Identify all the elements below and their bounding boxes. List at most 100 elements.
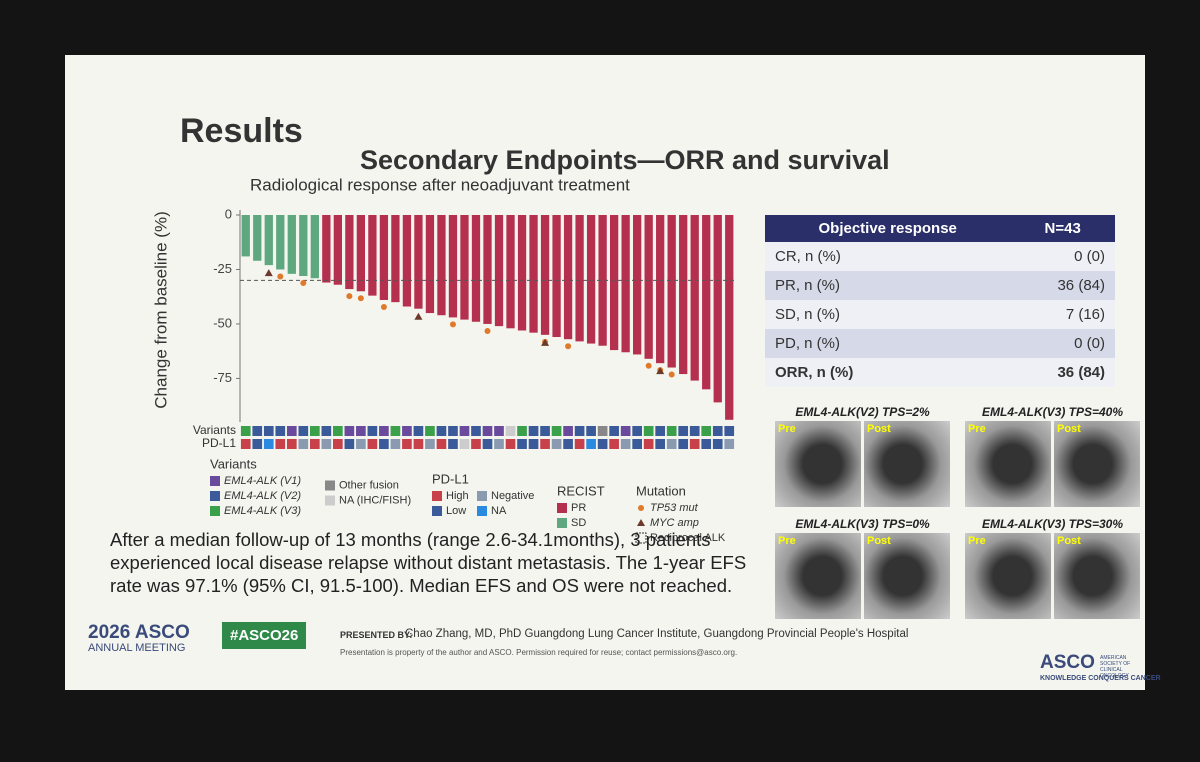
strip-cell [367, 426, 378, 436]
bar [310, 215, 319, 279]
strip-cell [609, 439, 619, 449]
bar [633, 215, 642, 355]
presented-by: PRESENTED BY: [340, 630, 413, 640]
strip-cell [413, 426, 424, 436]
strip-cell [643, 426, 654, 436]
table-row: ORR, n (%) 36 (84) [765, 358, 1115, 387]
bar [656, 215, 665, 364]
myc-marker [541, 338, 550, 346]
ct-panel: EML4-ALK(V3) TPS=30% Pre Post [965, 517, 1140, 622]
legend-label: EML4-ALK (V1) [224, 475, 301, 487]
strip-cell [517, 439, 527, 449]
table-cell: PR, n (%) [765, 271, 1011, 300]
tp53-marker [277, 273, 284, 280]
ct-panel: EML4-ALK(V3) TPS=40% Pre Post [965, 405, 1140, 510]
response-table: Objective response N=43 CR, n (%) 0 (0) PR, … [765, 215, 1115, 387]
strip-cell [620, 439, 631, 449]
legend-label: EML4-ALK (V3) [224, 505, 301, 517]
bar [253, 215, 262, 261]
strip-cell [505, 426, 516, 436]
bar [609, 215, 619, 351]
table-row: SD, n (%) 7 (16) [765, 300, 1115, 329]
legend-swatch [635, 532, 647, 544]
bar [713, 215, 722, 403]
strip-cell [632, 426, 642, 436]
table-box: Objective response N=43 CR, n (%) 0 (0) PR, … [765, 215, 1115, 387]
post-label: Post [867, 423, 891, 435]
bar [529, 215, 538, 333]
bar [702, 215, 711, 390]
chart-title: Radiological response after neoadjuvant … [250, 175, 630, 194]
table-cell: 0 (0) [1010, 329, 1115, 358]
summary: After a median follow-up of 13 months (r… [110, 529, 747, 596]
bar [494, 215, 504, 327]
bar [621, 215, 630, 353]
table-cell: 36 (84) [1010, 271, 1115, 300]
strip-cell [263, 426, 274, 436]
strip-cell [333, 439, 343, 449]
strip-cell [586, 426, 596, 436]
strip-cell [678, 439, 689, 449]
bar [287, 215, 296, 274]
strip-cell [494, 426, 504, 436]
logo: ASCO [1040, 652, 1095, 673]
tp53-marker [668, 371, 675, 378]
bar [448, 215, 458, 318]
ct-pre: Pre [965, 421, 1051, 507]
ct-panel: EML4-ALK(V3) TPS=0% Pre Post [775, 517, 950, 622]
strip-cell [390, 426, 401, 436]
strip-cell [356, 426, 366, 436]
strip-cell [333, 426, 343, 436]
strip-cell [252, 439, 263, 449]
tp53-marker [484, 327, 491, 334]
ct-post: Post [1054, 533, 1140, 619]
post-label: Post [1057, 423, 1081, 435]
bar [356, 215, 366, 292]
bar [402, 215, 412, 307]
strip-cell [344, 439, 355, 449]
pre-label: Pre [968, 535, 986, 547]
myc-marker [414, 312, 423, 320]
strip-cell [309, 426, 320, 436]
table-row: PR, n (%) 36 (84) [765, 271, 1115, 300]
legend-swatch [557, 518, 567, 528]
legend-swatch [210, 491, 220, 501]
strip-cell [471, 426, 481, 436]
strip-cell [448, 439, 458, 449]
legend-swatch [477, 506, 487, 516]
ct-title: EML4-ALK(V3) TPS=0% [795, 517, 930, 531]
ct-title: EML4-ALK(V3) TPS=40% [981, 405, 1124, 419]
strip-cell [390, 439, 401, 449]
legend-label: NA (IHC/FISH) [339, 494, 411, 506]
strip-cell [678, 426, 689, 436]
ct-title: EML4-ALK(V2) TPS=2% [795, 405, 930, 419]
legend-label: SD [571, 517, 586, 529]
y-tick-label: -75 [213, 370, 232, 385]
strip-cell [563, 439, 573, 449]
pre-label: Pre [778, 535, 796, 547]
presenter: Chao Zhang, MD, PhD Guangdong Lung Cance… [405, 628, 909, 640]
table-cell: 7 (16) [1010, 300, 1115, 329]
strip-cell [724, 426, 735, 436]
strip-cell [402, 426, 412, 436]
strip-cell [402, 439, 412, 449]
legend-title: RECIST [557, 483, 605, 498]
meeting-year: 2026 ASCO [88, 622, 190, 643]
strip-cell [689, 439, 700, 449]
strip-cell [574, 439, 585, 449]
strip-cell [551, 426, 562, 436]
meeting: ANNUAL MEETING [88, 642, 186, 654]
strip-cell [356, 439, 366, 449]
legend-label: TP53 mut [650, 502, 699, 514]
bar [644, 215, 653, 359]
tp53-marker [357, 295, 364, 302]
tp53-marker [565, 343, 572, 350]
ct-pre: Pre [775, 421, 861, 507]
bar [460, 215, 469, 320]
legend-title: PD-L1 [432, 471, 469, 486]
bar [299, 215, 308, 277]
bar [552, 215, 561, 338]
strip-cell [471, 439, 481, 449]
legend-label: PR [571, 502, 586, 514]
pre-label: Pre [778, 423, 796, 435]
